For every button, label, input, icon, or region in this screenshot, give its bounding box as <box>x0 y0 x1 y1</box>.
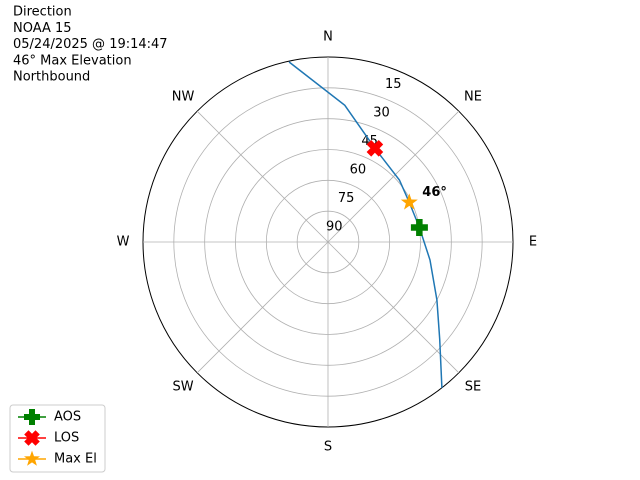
r-tick-label: 90 <box>326 219 343 234</box>
r-tick-label: 60 <box>350 162 367 177</box>
title-line: 05/24/2025 @ 19:14:47 <box>13 37 168 52</box>
direction-label: SW <box>172 379 193 394</box>
title-line: NOAA 15 <box>13 21 72 36</box>
direction-label: NE <box>464 90 482 105</box>
legend-marker <box>24 409 40 425</box>
title-line: Direction <box>13 5 72 20</box>
direction-label: NW <box>172 90 195 105</box>
direction-label: SE <box>465 379 481 394</box>
legend-label: Max El <box>54 452 97 467</box>
direction-label: N <box>323 30 333 45</box>
legend-label: AOS <box>54 410 81 425</box>
r-tick-label: 30 <box>373 105 390 120</box>
title-line: 46° Max Elevation <box>13 53 132 68</box>
grid-spoke <box>327 241 460 374</box>
legend-marker <box>24 450 40 466</box>
annotation: 46° <box>422 185 447 200</box>
legend-marker <box>24 430 40 446</box>
legend: AOS LOS Max El <box>9 404 106 473</box>
marker-plus <box>410 219 428 236</box>
direction-label: S <box>324 440 332 455</box>
grid-spoke <box>327 110 460 243</box>
direction-label: W <box>117 235 130 250</box>
r-tick-label: 15 <box>385 77 402 92</box>
grid-spoke <box>196 241 329 374</box>
marker-x <box>366 140 384 157</box>
direction-label: E <box>529 235 537 250</box>
r-tick-label: 75 <box>338 191 355 206</box>
title-line: Northbound <box>13 70 90 85</box>
track-line <box>288 61 443 388</box>
legend-label: LOS <box>54 431 79 446</box>
grid-spoke <box>196 110 329 243</box>
marker-star <box>400 193 418 210</box>
